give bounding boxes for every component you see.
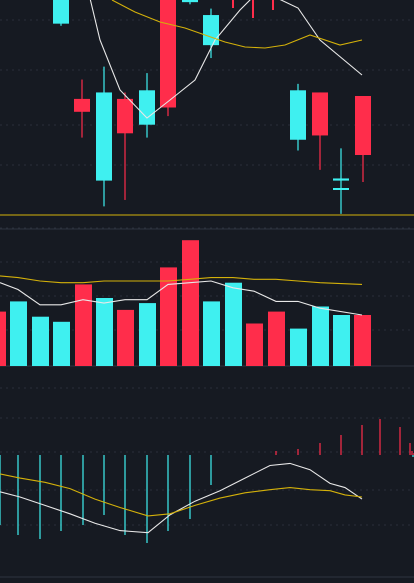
candle-body xyxy=(203,15,219,46)
volume-bar xyxy=(246,323,263,366)
volume-bar xyxy=(53,321,70,366)
volume-bar xyxy=(225,282,242,366)
macd-lines xyxy=(0,462,363,534)
volume-bars xyxy=(0,240,371,366)
volume-bar xyxy=(32,316,49,366)
candle-wick xyxy=(252,0,254,18)
candlestick-series xyxy=(53,0,371,214)
candle-body xyxy=(160,0,176,108)
volume-bar xyxy=(268,311,285,366)
candle-body xyxy=(96,92,112,181)
volume-bar xyxy=(160,267,177,366)
candle-body xyxy=(139,90,155,125)
volume-bar xyxy=(354,315,371,366)
volume-ma-yellow xyxy=(0,275,363,285)
macd-dea-line xyxy=(0,473,363,517)
candle-body xyxy=(53,0,69,24)
candle-body xyxy=(74,98,90,112)
volume-bar xyxy=(96,298,113,366)
volume-moving-averages xyxy=(0,275,363,316)
volume-bar xyxy=(290,328,307,366)
volume-bar xyxy=(203,301,220,366)
volume-bar xyxy=(75,284,92,366)
candle-body xyxy=(182,0,198,3)
volume-bar xyxy=(10,301,27,366)
candle-wick xyxy=(272,0,274,10)
candle-body xyxy=(117,98,133,134)
macd-histogram xyxy=(0,419,414,543)
volume-bar xyxy=(333,315,350,366)
volume-bar xyxy=(312,306,329,366)
volume-ma-white xyxy=(0,280,363,316)
price-ma-yellow xyxy=(111,0,363,49)
macd-dif-line xyxy=(0,462,363,534)
candle-body xyxy=(312,92,328,136)
volume-bar xyxy=(117,309,134,366)
price-moving-averages xyxy=(89,0,363,119)
volume-bar xyxy=(0,311,6,366)
candle-body xyxy=(290,90,306,140)
price-ma-white xyxy=(89,0,363,119)
volume-bar xyxy=(139,303,156,366)
volume-bar xyxy=(182,240,199,366)
candle-wick xyxy=(232,0,234,8)
